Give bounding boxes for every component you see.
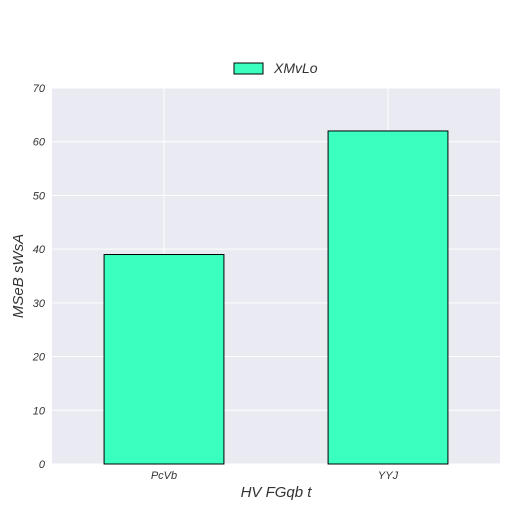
y-tick-label: 70 [33, 83, 46, 95]
y-tick-label: 50 [33, 190, 46, 202]
bars [103, 130, 449, 465]
x-tick-label: PcVb [151, 470, 177, 482]
bar-pcvb [103, 254, 225, 465]
x-tick-label: YYJ [378, 470, 399, 482]
y-tick-label: 10 [33, 405, 46, 417]
y-tick-label: 60 [33, 137, 46, 149]
y-axis-title: MSeB sWsA [10, 234, 27, 318]
legend-label: XMvLo [273, 60, 318, 76]
y-tick-label: 30 [33, 298, 46, 310]
y-tick-label: 0 [39, 459, 46, 471]
legend-swatch [233, 62, 264, 75]
y-tick-label: 40 [33, 244, 46, 256]
y-tick-label: 20 [32, 352, 46, 364]
y-tick-labels: 0 10 20 30 40 50 60 70 [32, 83, 46, 471]
x-axis-title: HV FGqb t [241, 484, 313, 501]
legend: XMvLo [233, 60, 318, 76]
x-tick-labels: PcVb YYJ [151, 470, 399, 482]
bar-yyj [327, 130, 449, 465]
